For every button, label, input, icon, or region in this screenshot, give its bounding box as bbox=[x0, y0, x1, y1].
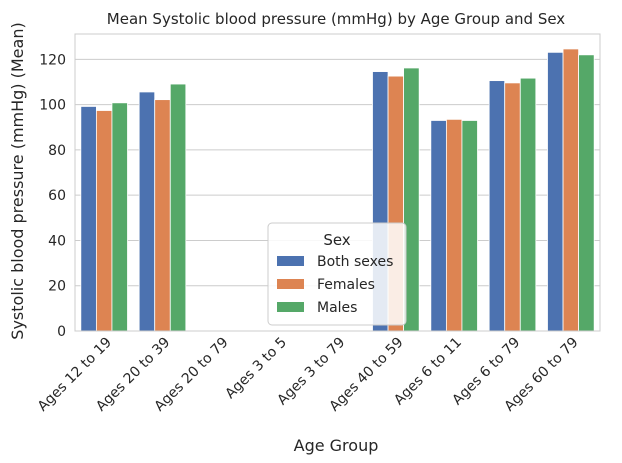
y-tick-labels: 0 20 40 60 80 100 120 bbox=[39, 52, 66, 340]
bar-males bbox=[578, 54, 595, 332]
legend-swatch bbox=[277, 302, 304, 312]
bar-females bbox=[154, 99, 171, 332]
bar-both-sexes bbox=[547, 51, 564, 332]
bar-females bbox=[95, 110, 113, 332]
bar-both-sexes bbox=[488, 80, 506, 332]
legend-label: Males bbox=[317, 300, 357, 316]
y-tick-label: 120 bbox=[39, 52, 66, 68]
bar-females bbox=[445, 118, 463, 332]
y-tick-label: 60 bbox=[48, 188, 66, 204]
y-tick-label: 0 bbox=[57, 324, 66, 340]
bar-both-sexes bbox=[430, 120, 447, 332]
y-tick-label: 20 bbox=[48, 279, 66, 295]
x-axis-label: Age Group bbox=[294, 436, 379, 455]
y-tick-label: 100 bbox=[39, 98, 66, 114]
bar-both-sexes bbox=[80, 106, 97, 332]
bars bbox=[80, 48, 595, 332]
bar-females bbox=[562, 48, 580, 332]
plot-frame bbox=[74, 33, 601, 332]
legend-box bbox=[267, 222, 407, 326]
y-tick-label: 80 bbox=[48, 143, 66, 159]
legend-swatch bbox=[277, 256, 304, 266]
y-axis-label: Systolic blood pressure (mmHg) (Mean) bbox=[8, 22, 27, 339]
bar-males bbox=[461, 120, 478, 332]
bar-males bbox=[111, 102, 128, 332]
chart-title: Mean Systolic blood pressure (mmHg) by A… bbox=[107, 10, 566, 28]
y-tick-label: 40 bbox=[48, 233, 66, 249]
bar-females bbox=[504, 82, 521, 332]
bar-both-sexes bbox=[138, 91, 156, 332]
legend: Sex Both sexes Females Males bbox=[267, 222, 407, 326]
legend-title: Sex bbox=[323, 231, 350, 249]
bar-males bbox=[169, 83, 187, 332]
legend-label: Females bbox=[317, 277, 375, 293]
legend-label: Both sexes bbox=[317, 254, 393, 270]
legend-swatch bbox=[277, 279, 304, 289]
bar-males bbox=[519, 77, 537, 332]
